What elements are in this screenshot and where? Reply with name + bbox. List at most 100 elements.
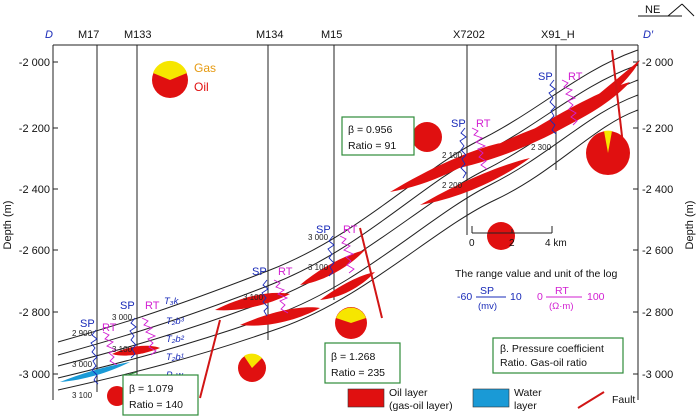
rt-label: RT (343, 224, 358, 236)
right-tick-label: -2 600 (642, 245, 673, 257)
left-tick-label: -2 400 (19, 184, 50, 196)
right-axis-title: Depth (m) (684, 201, 696, 250)
left-tick-label: -2 200 (19, 123, 50, 135)
well-depth-label: 3 100 (72, 391, 93, 400)
rt-unit: (Ω·m) (549, 301, 574, 312)
left-tick-label: -2 600 (19, 245, 50, 257)
section-start-label: D (45, 29, 53, 41)
pressure-box: β = 1.268 Ratio = 235 (324, 342, 401, 384)
left-tick-label: -2 800 (19, 307, 50, 319)
beta-value: β = 1.268 (331, 351, 375, 363)
oil-lens (215, 292, 290, 311)
gas-legend-label: Gas (194, 61, 216, 75)
sp-label: SP (538, 71, 553, 83)
pie-chart (335, 307, 367, 339)
fault-swatch (577, 391, 605, 409)
pie-chart (586, 130, 630, 175)
rt-max: 100 (587, 291, 605, 303)
sp-label: SP (120, 300, 135, 312)
sp-label: SP (451, 118, 466, 130)
rt-label: RT (102, 322, 117, 334)
rt-label: RT (568, 71, 583, 83)
sp-unit-label: SP (480, 285, 494, 297)
well-label-m133: M133 (124, 29, 152, 41)
wells: M17 M133 M134 M15 X7202 X91_H (78, 29, 575, 392)
log-curves (90, 79, 578, 385)
sp-label: SP (316, 224, 331, 236)
ratio-value: Ratio = 91 (348, 140, 396, 152)
beta-value: β = 0.956 (348, 124, 392, 136)
sp-curve (261, 279, 269, 317)
well-depth-label: 2 100 (442, 151, 463, 160)
orientation-indicator: NE (638, 3, 695, 17)
pressure-box: β = 0.956 Ratio = 91 (341, 116, 415, 156)
oil-lens (390, 143, 500, 192)
rt-label: RT (278, 266, 293, 278)
fault-label: Fault (612, 394, 635, 406)
fault-line (359, 227, 383, 319)
sp-curve (327, 235, 335, 277)
oil-lens (240, 307, 320, 326)
sp-curve (548, 79, 557, 135)
well-label-m15: M15 (321, 29, 342, 41)
scale-label: 4 km (545, 238, 567, 249)
sp-max: 10 (510, 291, 522, 303)
pressure-box: β = 1.079 Ratio = 140 (122, 371, 199, 416)
rt-min: 0 (537, 291, 543, 303)
oil-layer-swatch (347, 388, 385, 408)
rt-curve (141, 317, 157, 356)
left-depth-ticks: -2 000 -2 200 -2 400 -2 600 -2 800 -3 00… (2, 57, 58, 381)
water-layer-lens (60, 362, 130, 382)
sp-unit: (mv) (478, 301, 497, 312)
fault-line (199, 319, 221, 399)
rt-unit-label: RT (555, 285, 569, 297)
well-label-m17: M17 (78, 29, 99, 41)
left-tick-label: -3 000 (19, 369, 50, 381)
well-label-x7202: X7202 (453, 29, 485, 41)
ratio-note: Ratio. Gas-oil ratio (500, 357, 587, 369)
well-depth-label: 3 000 (308, 233, 329, 242)
beta-note: β. Pressure coefficient (500, 343, 604, 355)
sp-min: -60 (457, 291, 472, 303)
formation-labels: T₃k T₂b³ T₂b² T₂b¹ P₂w (164, 296, 185, 381)
formation-label: T₂b³ (166, 316, 185, 327)
right-tick-label: -2 000 (642, 57, 673, 69)
well-label-m134: M134 (256, 29, 284, 41)
orientation-label: NE (645, 4, 660, 16)
rt-curve (339, 235, 355, 274)
pie-chart (238, 353, 266, 382)
rt-curve (561, 79, 578, 126)
sp-label: SP (80, 318, 95, 330)
scale-bar: 0 2 4 km (469, 226, 567, 249)
well-depth-label: 2 900 (72, 329, 93, 338)
scale-label: 2 (509, 238, 515, 249)
pie-chart (487, 222, 515, 250)
well-depth-label: 3 100 (112, 345, 133, 354)
well-label-x91h: X91_H (541, 29, 575, 41)
oil-lens (420, 158, 530, 205)
rt-curve (273, 279, 289, 314)
oil-lens (112, 345, 160, 356)
pie-chart (412, 122, 442, 152)
formation-label: T₂b² (166, 334, 185, 345)
pie-chart (107, 386, 127, 406)
log-unit-legend: The range value and unit of the log -60 … (455, 268, 617, 312)
sp-label: SP (252, 266, 267, 278)
section-end-label: D′ (643, 29, 654, 41)
scale-label: 0 (469, 238, 475, 249)
right-tick-label: -2 800 (642, 307, 673, 319)
water-layer-label: Water (514, 387, 542, 399)
oil-layers (112, 60, 640, 356)
formation-label: T₃k (164, 296, 180, 307)
notes-box: β. Pressure coefficient Ratio. Gas-oil r… (492, 337, 624, 374)
right-tick-label: -3 000 (642, 369, 673, 381)
log-labels: SP RT SP RT SP RT SP RT SP RT SP RT (80, 71, 583, 334)
ratio-value: Ratio = 235 (331, 367, 385, 379)
ratio-value: Ratio = 140 (129, 399, 183, 411)
well-depth-label: 3 100 (243, 293, 264, 302)
right-tick-label: -2 400 (642, 184, 673, 196)
oil-layer-sublabel: (gas-oil layer) (389, 400, 453, 412)
left-tick-label: -2 000 (19, 57, 50, 69)
gas-oil-pie-legend: Gas Oil (152, 60, 216, 98)
